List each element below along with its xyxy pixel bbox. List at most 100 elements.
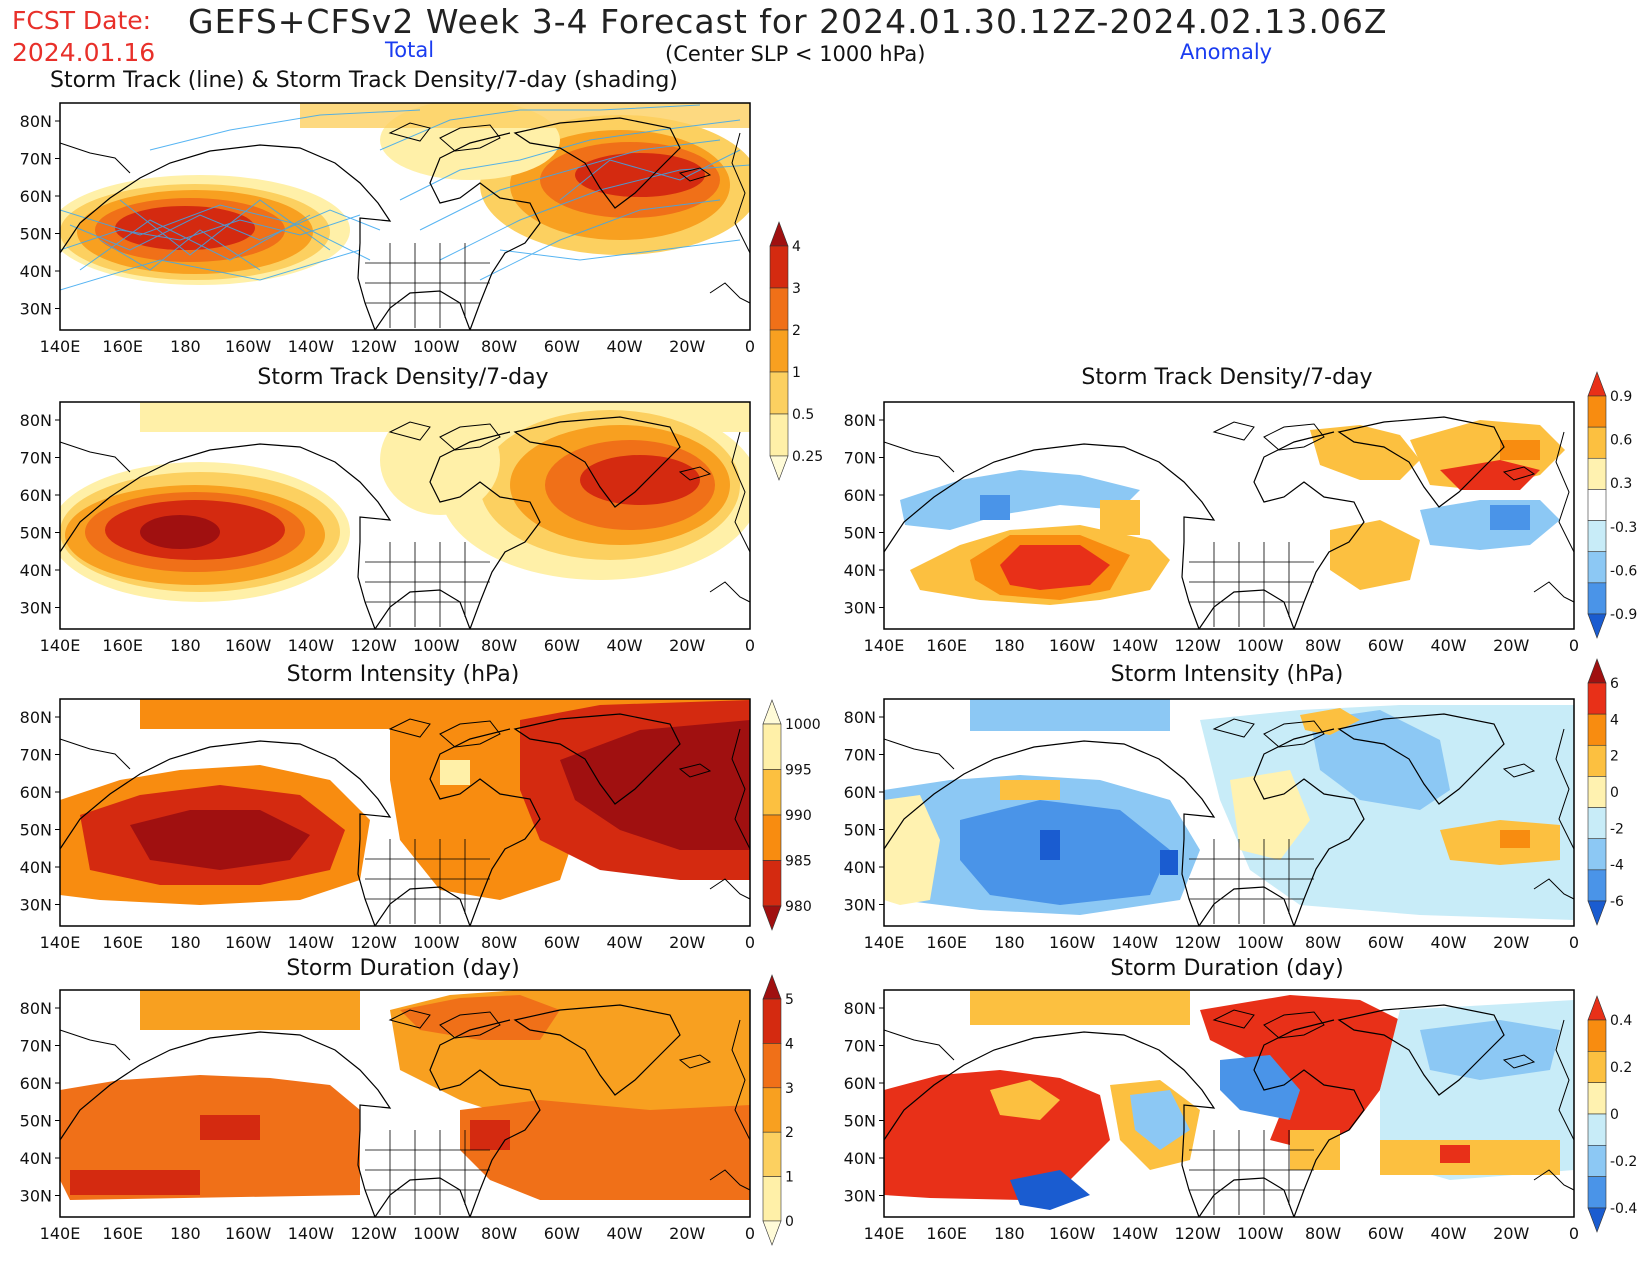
intensity-total-lon-tick-label: 0	[745, 933, 755, 952]
track-lon-tick-label: 60W	[544, 337, 580, 356]
density_total-colorbar-label: 0.5	[792, 407, 814, 423]
duration-total-lon-tick-label: 140W	[288, 1224, 335, 1243]
density-anomaly-lon-tick-label: 100W	[1237, 636, 1284, 655]
main-title: GEFS+CFSv2 Week 3-4 Forecast for 2024.01…	[188, 2, 1388, 41]
duration-total-panel	[59, 989, 751, 1218]
track-lon-tick-label: 140E	[40, 337, 81, 356]
intensity_total-colorbar-label: 985	[785, 854, 812, 870]
intensity_anom-colorbar-segment	[1587, 682, 1607, 715]
intensity-anomaly-lat-tick-label: 30N	[844, 896, 876, 915]
density-total-panel	[59, 401, 751, 630]
density-total-lon-tick-label: 60W	[544, 636, 580, 655]
density-anomaly-lon-tick-label: 80W	[1305, 636, 1341, 655]
intensity-total-lat-tick-label: 60N	[20, 783, 52, 802]
density-anomaly-lon-tick-label: 40W	[1430, 636, 1466, 655]
duration-total-lat-tick-label: 50N	[20, 1112, 52, 1131]
duration-total-lat-tick-label: 30N	[20, 1187, 52, 1206]
duration-total-lon-tick-label: 140E	[40, 1224, 81, 1243]
density_anom-colorbar-segment	[1587, 582, 1607, 615]
intensity-anomaly-lon-tick-label: 140W	[1112, 933, 1159, 952]
density-total-lat-tick-label: 80N	[20, 411, 52, 430]
intensity-anomaly-lon-tick-label: 180	[994, 933, 1025, 952]
intensity-total-lon-tick-label: 60W	[544, 933, 580, 952]
density_total-colorbar-label: 1	[792, 365, 801, 381]
track-lon-tick-label: 160W	[225, 337, 272, 356]
duration_total-colorbar-bottom	[762, 1220, 782, 1246]
track-lon-tick-label: 0	[745, 337, 755, 356]
density-anomaly-lat-tick-label: 80N	[844, 411, 876, 430]
duration-anomaly-lon-tick-label: 160W	[1049, 1224, 1096, 1243]
duration-total-lat-tick-label: 70N	[20, 1037, 52, 1056]
duration_anom-colorbar-label: -0.2	[1610, 1154, 1637, 1170]
intensity_anom-colorbar-segment	[1587, 776, 1607, 808]
density-anomaly-lon-tick-label: 20W	[1493, 636, 1529, 655]
intensity-total-lon-tick-label: 140W	[288, 933, 335, 952]
track-panel-title: Storm Track (line) & Storm Track Density…	[50, 68, 678, 93]
track-lat-tick-label: 80N	[20, 112, 52, 131]
duration_anom-colorbar-top	[1587, 995, 1607, 1021]
density-total-lat-tick-label: 60N	[20, 486, 52, 505]
intensity_total-colorbar-label: 990	[785, 808, 812, 824]
intensity-anomaly-lat-tick-label: 80N	[844, 708, 876, 727]
density_anom-colorbar-label: -0.9	[1610, 607, 1637, 623]
density_total-colorbar-label: 0.25	[792, 449, 823, 465]
density-anomaly-lon-tick-label: 160W	[1049, 636, 1096, 655]
density_anom-colorbar-segment	[1587, 489, 1607, 521]
duration-total-lon-tick-label: 60W	[544, 1224, 580, 1243]
density_total-colorbar-label: 4	[792, 239, 801, 255]
intensity-anomaly-lat-tick-label: 50N	[844, 821, 876, 840]
density-total-lon-tick-label: 140E	[40, 636, 81, 655]
density_total-colorbar-label: 3	[792, 281, 801, 297]
intensity_total-colorbar-segment	[762, 723, 782, 770]
duration_anom-colorbar-segment	[1587, 1176, 1607, 1209]
duration-anomaly-lat-tick-label: 40N	[844, 1149, 876, 1168]
density-total-lon-tick-label: 120W	[350, 636, 397, 655]
intensity-total-lon-tick-label: 120W	[350, 933, 397, 952]
intensity_total-colorbar-segment	[762, 814, 782, 861]
duration_total-colorbar-top	[762, 974, 782, 1000]
density_anom-colorbar-label: 0.9	[1610, 389, 1632, 405]
track-lat-tick-label: 50N	[20, 225, 52, 244]
intensity_total-colorbar-label: 1000	[785, 717, 821, 733]
density-anomaly-lon-tick-label: 0	[1569, 636, 1579, 655]
duration_total-colorbar-label: 3	[785, 1081, 794, 1097]
intensity-anomaly-lat-tick-label: 60N	[844, 783, 876, 802]
density-total-lon-tick-label: 40W	[606, 636, 642, 655]
intensity-total-lon-tick-label: 100W	[413, 933, 460, 952]
intensity_total-colorbar-label: 980	[785, 899, 812, 915]
duration_total-colorbar-label: 4	[785, 1036, 794, 1052]
density_total-colorbar-segment	[769, 413, 789, 457]
intensity-anomaly-lon-tick-label: 0	[1569, 933, 1579, 952]
track-lat-tick-label: 70N	[20, 150, 52, 169]
duration-total-lon-tick-label: 100W	[413, 1224, 460, 1243]
density-anomaly-panel	[883, 401, 1575, 630]
intensity-total-panel	[59, 698, 751, 927]
density-anomaly-lat-tick-label: 70N	[844, 449, 876, 468]
intensity-anomaly-lat-tick-label: 40N	[844, 858, 876, 877]
track-lon-tick-label: 40W	[606, 337, 642, 356]
density-total-lon-tick-label: 20W	[669, 636, 705, 655]
intensity-anomaly-lon-tick-label: 140E	[864, 933, 905, 952]
density-anomaly-lat-tick-label: 60N	[844, 486, 876, 505]
intensity_anom-colorbar-segment	[1587, 869, 1607, 902]
duration-anomaly-lat-tick-label: 30N	[844, 1187, 876, 1206]
track-lat-tick-label: 30N	[20, 300, 52, 319]
intensity-anomaly-lon-tick-label: 160W	[1049, 933, 1096, 952]
duration-total-lat-tick-label: 60N	[20, 1074, 52, 1093]
duration-total-lon-tick-label: 120W	[350, 1224, 397, 1243]
density-anomaly-lon-tick-label: 140E	[864, 636, 905, 655]
duration-total-lon-tick-label: 80W	[481, 1224, 517, 1243]
intensity-total-lon-tick-label: 40W	[606, 933, 642, 952]
density_anom-colorbar-label: -0.3	[1610, 520, 1637, 536]
intensity_anom-colorbar-label: 2	[1610, 749, 1619, 765]
density-total-lat-tick-label: 40N	[20, 561, 52, 580]
intensity_total-colorbar-bottom	[762, 905, 782, 931]
duration-anomaly-lon-tick-label: 100W	[1237, 1224, 1284, 1243]
density_total-colorbar-top	[769, 221, 789, 247]
duration_anom-colorbar-label: -0.4	[1610, 1201, 1637, 1217]
duration_total-colorbar-label: 2	[785, 1125, 794, 1141]
duration-anomaly-lat-tick-label: 70N	[844, 1037, 876, 1056]
intensity_anom-colorbar-segment	[1587, 807, 1607, 840]
duration_total-colorbar-label: 1	[785, 1170, 794, 1186]
duration-total-lon-tick-label: 160W	[225, 1224, 272, 1243]
